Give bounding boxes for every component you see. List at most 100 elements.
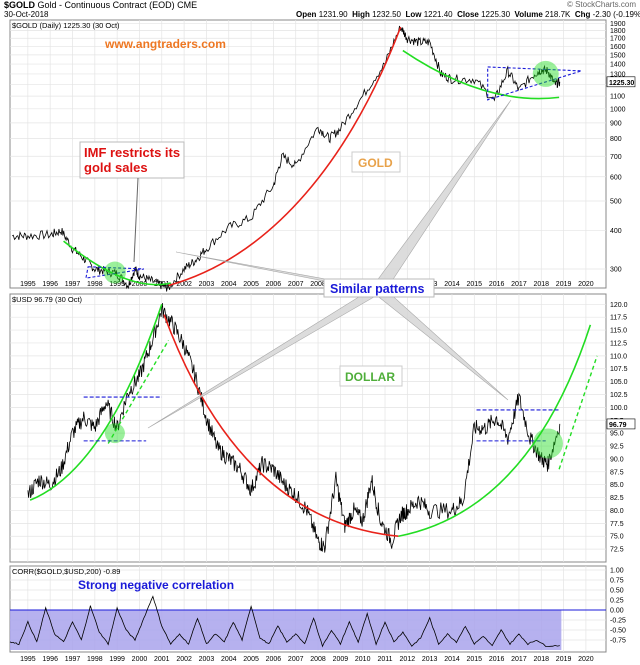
y-tick-label: 85.0 <box>610 482 624 489</box>
y-tick-label: 90.0 <box>610 456 624 463</box>
y-tick-label: 102.5 <box>610 392 628 399</box>
usd-panel-title: $USD 96.79 (30 Oct) <box>12 295 83 304</box>
x-tick-label: 1995 <box>20 656 36 663</box>
y-tick-label: 1300 <box>610 71 626 78</box>
x-tick-label: 1998 <box>87 281 103 288</box>
gold-last-value: 1225.30 <box>609 80 634 87</box>
gold-highlight-circle-left <box>103 261 126 284</box>
x-tick-label: 2020 <box>578 281 594 288</box>
gold-label: GOLD <box>358 156 393 170</box>
gold-green-curve-left <box>63 240 171 286</box>
corr-panel-title: CORR($GOLD,$USD,200) -0.89 <box>12 567 120 576</box>
usd-highlight-circle-left <box>104 423 125 444</box>
y-tick-label: 1500 <box>610 52 626 59</box>
x-tick-label: 2018 <box>533 656 549 663</box>
gold-triangle-left <box>85 266 145 279</box>
y-tick-label: 110.0 <box>610 353 627 360</box>
x-tick-label: 2005 <box>243 281 259 288</box>
y-tick-label: 1100 <box>610 94 625 101</box>
x-tick-label: 2000 <box>132 281 148 288</box>
quote-bar: Open 1231.90 High 1232.50 Low 1221.40 Cl… <box>296 10 640 19</box>
x-tick-label: 2017 <box>511 281 527 288</box>
y-tick-label: 300 <box>610 266 622 273</box>
y-tick-label: 500 <box>610 199 622 206</box>
y-tick-label: 100.0 <box>610 405 628 412</box>
x-tick-label: 1996 <box>42 656 58 663</box>
x-tick-label: 2004 <box>221 281 237 288</box>
y-tick-label: 900 <box>610 120 622 127</box>
y-tick-label: 95.0 <box>610 431 624 438</box>
x-tick-label: 2011 <box>377 656 392 663</box>
usd-highlight-circle-right <box>532 428 563 459</box>
panel-frame-usd <box>9 293 607 563</box>
y-tick-label: 77.5 <box>610 521 624 528</box>
gold-highlight-circle-right <box>532 60 559 87</box>
gold-triangle-right <box>487 66 582 101</box>
x-tick-label: 2014 <box>444 281 460 288</box>
x-tick-label: 1999 <box>109 656 125 663</box>
usd-last-value: 96.79 <box>609 422 627 429</box>
usd-green-curve-right <box>398 324 592 538</box>
y-tick-label: 0.25 <box>610 598 624 605</box>
y-tick-label: 1900 <box>610 21 626 28</box>
x-tick-label: 2008 <box>310 656 326 663</box>
x-tick-label: 2003 <box>199 656 215 663</box>
x-tick-label: 2015 <box>467 281 483 288</box>
imf-callout-pointer <box>133 177 139 263</box>
y-tick-label: 117.5 <box>610 315 627 322</box>
usd-range-right <box>476 409 560 442</box>
similar-callout-text: Similar patterns <box>330 282 425 296</box>
gold-red-curve <box>168 26 402 287</box>
x-tick-label: 2017 <box>511 656 527 663</box>
x-tick-label: 2006 <box>266 656 282 663</box>
dollar-label-box <box>339 365 403 387</box>
x-tick-label: 2007 <box>288 656 304 663</box>
usd-last-value-box <box>606 418 636 430</box>
usd-arrow-left <box>107 340 170 444</box>
y-tick-label: 80.0 <box>610 508 624 515</box>
x-tick-label: 2019 <box>556 656 572 663</box>
x-tick-label: 2015 <box>467 656 483 663</box>
x-tick-label: 2010 <box>355 656 371 663</box>
chart-date: 30-Oct-2018 <box>4 10 49 19</box>
corr-negative-band <box>10 610 562 650</box>
y-tick-label: 92.5 <box>610 444 624 451</box>
x-tick-label: 2009 <box>333 656 349 663</box>
y-tick-label: 115.0 <box>610 328 627 335</box>
y-tick-label: 82.5 <box>610 495 624 502</box>
y-tick-label: 400 <box>610 228 622 235</box>
imf-callout-text: IMF restricts its <box>84 145 180 160</box>
gold-last-value-box <box>606 76 636 88</box>
x-tick-label: 2019 <box>556 281 572 288</box>
y-tick-label: 1800 <box>610 28 626 35</box>
x-tick-label: 1997 <box>65 656 81 663</box>
y-tick-label: 0.75 <box>610 578 624 585</box>
x-tick-label: 2016 <box>489 656 505 663</box>
corr-line <box>9 595 560 648</box>
y-tick-label: 1.00 <box>610 568 624 575</box>
y-tick-label: 72.5 <box>610 547 624 554</box>
usd-arrow-right <box>558 355 598 470</box>
usd-red-curve <box>163 314 399 538</box>
y-tick-label: 87.5 <box>610 469 624 476</box>
x-tick-label: 2007 <box>288 281 304 288</box>
usd-price-line <box>27 303 561 553</box>
website-label: www.angtraders.com <box>104 37 226 51</box>
y-tick-label: 0.50 <box>610 588 624 595</box>
x-tick-label: 2006 <box>266 281 282 288</box>
y-tick-label: 105.0 <box>610 379 628 386</box>
y-tick-label: 107.5 <box>610 366 628 373</box>
y-tick-label: -0.25 <box>610 618 626 625</box>
gold-label-box <box>351 151 401 173</box>
gold-panel-title: $GOLD (Daily) 1225.30 (30 Oct) <box>12 21 120 30</box>
x-tick-label: 2002 <box>176 281 192 288</box>
imf-callout-box <box>79 141 185 179</box>
correlation-label: Strong negative correlation <box>78 578 234 592</box>
y-tick-label: -0.50 <box>610 628 626 635</box>
y-tick-label: 0.00 <box>610 608 624 615</box>
x-tick-label: 2004 <box>221 656 237 663</box>
x-tick-label: 1998 <box>87 656 103 663</box>
x-tick-label: 2003 <box>199 281 215 288</box>
x-tick-label: 1995 <box>20 281 36 288</box>
x-tick-label: 2002 <box>176 656 192 663</box>
